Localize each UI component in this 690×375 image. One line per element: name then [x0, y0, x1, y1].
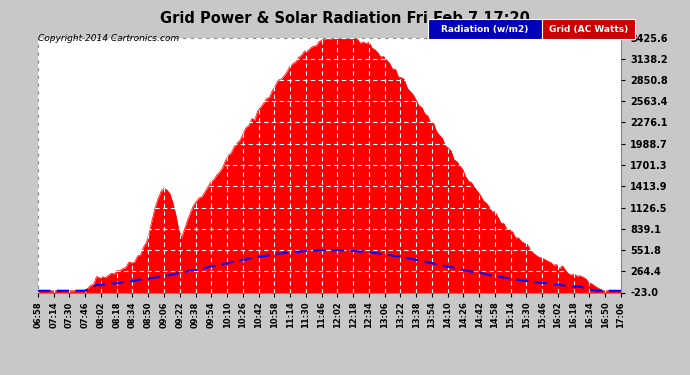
Text: Radiation (w/m2): Radiation (w/m2)	[441, 25, 529, 34]
Text: Grid Power & Solar Radiation Fri Feb 7 17:20: Grid Power & Solar Radiation Fri Feb 7 1…	[160, 11, 530, 26]
Text: Grid (AC Watts): Grid (AC Watts)	[549, 25, 628, 34]
Text: Copyright 2014 Cartronics.com: Copyright 2014 Cartronics.com	[38, 34, 179, 43]
